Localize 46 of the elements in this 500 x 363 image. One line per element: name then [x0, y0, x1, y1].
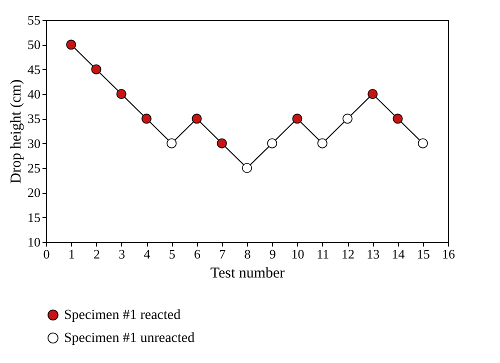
y-tick-label: 40: [28, 86, 40, 102]
x-tick-label: 4: [144, 246, 151, 262]
point: [267, 138, 278, 148]
point: [342, 114, 353, 124]
y-tick-label: 25: [28, 160, 40, 176]
x-tick-label: 8: [244, 246, 251, 262]
y-tick-label: 20: [28, 185, 40, 200]
x-tick-label: 14: [392, 246, 406, 262]
point: [317, 138, 328, 148]
point: [418, 138, 428, 148]
y-tick-label: 55: [28, 12, 40, 28]
point: [91, 64, 102, 74]
x-tick-label: 9: [269, 246, 276, 262]
point: [242, 163, 252, 173]
x-tick-label: 12: [342, 246, 354, 262]
point: [292, 114, 302, 124]
y-tick-label: 30: [28, 136, 40, 151]
x-tick-label: 2: [94, 246, 100, 262]
x-tick-label: 10: [291, 246, 304, 262]
y-axis-title: Drop height (cm): [8, 79, 24, 184]
point: [141, 114, 152, 124]
x-tick-label: 1: [68, 246, 75, 262]
point: [368, 89, 378, 99]
x-tick-label: 13: [366, 246, 380, 262]
x-tick-label: 3: [118, 246, 126, 262]
point: [166, 138, 177, 148]
x-tick-label: 6: [194, 246, 201, 262]
y-tick-label: 35: [28, 111, 40, 126]
x-tick-label: 5: [168, 246, 176, 262]
x-tick-label: 16: [442, 246, 456, 262]
point: [192, 114, 202, 124]
x-tick-label: 15: [416, 246, 430, 262]
x-tick-label: 0: [43, 246, 50, 262]
point: [116, 89, 126, 99]
x-tick-label: 7: [219, 246, 226, 262]
y-tick-label: 50: [28, 37, 40, 52]
legend-label: Specimen #1 unreacted: [64, 331, 195, 346]
y-tick-label: 45: [28, 62, 40, 77]
point: [66, 40, 76, 50]
y-tick-label: 15: [28, 210, 40, 225]
x-tick-label: 11: [316, 246, 330, 262]
y-tick-label: 10: [28, 234, 40, 250]
point: [392, 114, 403, 124]
x-axis-title: Test number: [210, 266, 285, 282]
legend-label: Specimen #1 reacted: [64, 308, 181, 323]
point: [216, 138, 227, 148]
